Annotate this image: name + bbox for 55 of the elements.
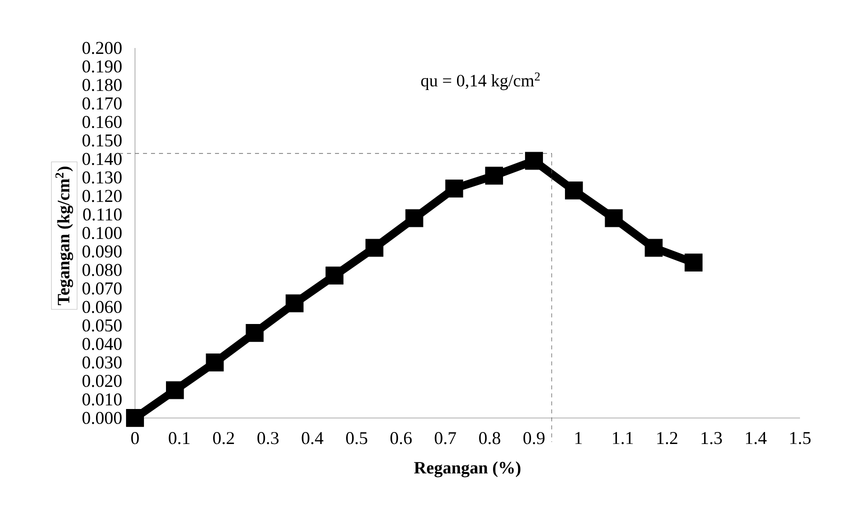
- point: [326, 266, 344, 284]
- y-tick-label: 0.050: [82, 319, 122, 332]
- x-tick-label: 0.6: [390, 432, 412, 444]
- point: [126, 409, 144, 427]
- y-axis-title: Tegangan (kg/cm$^{2}$): [55, 166, 74, 306]
- y-tick-label: 0.100: [82, 226, 122, 240]
- y-tick-label: 0.040: [82, 338, 122, 350]
- x-tick-label: 1.1: [613, 432, 633, 444]
- x-tick-label: 0.5: [346, 432, 368, 444]
- y-tick-label: 0.110: [83, 208, 122, 221]
- y-tick-label: 0.000: [82, 412, 122, 424]
- x-tick-label: 0.4: [302, 432, 324, 444]
- x-tick-label: 1.2: [657, 432, 678, 444]
- x-tick-label: 0: [131, 432, 139, 444]
- point: [564, 182, 583, 200]
- point: [246, 324, 264, 342]
- point: [206, 354, 224, 372]
- point: [485, 166, 504, 185]
- x-tick-label: 0.7: [434, 432, 456, 444]
- y-tick-label: 0.160: [82, 116, 122, 128]
- point: [365, 238, 384, 257]
- y-tick-label: 0.030: [82, 356, 122, 369]
- y-tick-label: 0.020: [82, 374, 122, 388]
- x-tick-label: 0.9: [523, 432, 545, 444]
- x-tick-label: 0.3: [257, 432, 279, 444]
- point: [166, 381, 184, 400]
- x-tick-label: 0.1: [168, 432, 190, 444]
- y-tick-label: 0.140: [82, 152, 122, 166]
- y-tick-label: 0.190: [82, 60, 122, 73]
- x-tick-label: 0.2: [213, 432, 234, 444]
- point: [525, 152, 543, 170]
- y-tick-label: 0.130: [82, 171, 122, 184]
- x-tick-label: 1.4: [746, 432, 767, 444]
- y-tick-label: 0.090: [82, 245, 122, 258]
- point: [445, 180, 464, 198]
- x-tick-label: 1: [575, 432, 582, 444]
- point: [405, 209, 424, 228]
- annotation: qu = 0,14 kg/cm$^{2}$: [421, 72, 540, 90]
- point: [684, 254, 703, 272]
- y-tick-label: 0.170: [82, 97, 122, 110]
- x-tick-label: 0.8: [479, 432, 500, 444]
- y-tick-label: 0.080: [82, 264, 122, 276]
- y-tick-label: 0.060: [82, 300, 122, 314]
- y-tick-label: 0.180: [82, 78, 122, 92]
- point: [604, 209, 623, 228]
- y-tick-label: 0.120: [82, 190, 122, 202]
- point: [644, 238, 663, 257]
- y-tick-label: 0.150: [82, 134, 122, 147]
- point: [286, 294, 304, 312]
- x-axis-title: Regangan (%): [414, 461, 520, 478]
- y-tick-label: 0.070: [82, 282, 122, 295]
- y-tick-label: 0.200: [82, 42, 122, 54]
- x-tick-label: 1.3: [702, 432, 722, 444]
- y-tick-label: 0.010: [82, 393, 122, 406]
- x-tick-label: 1.5: [790, 432, 811, 444]
